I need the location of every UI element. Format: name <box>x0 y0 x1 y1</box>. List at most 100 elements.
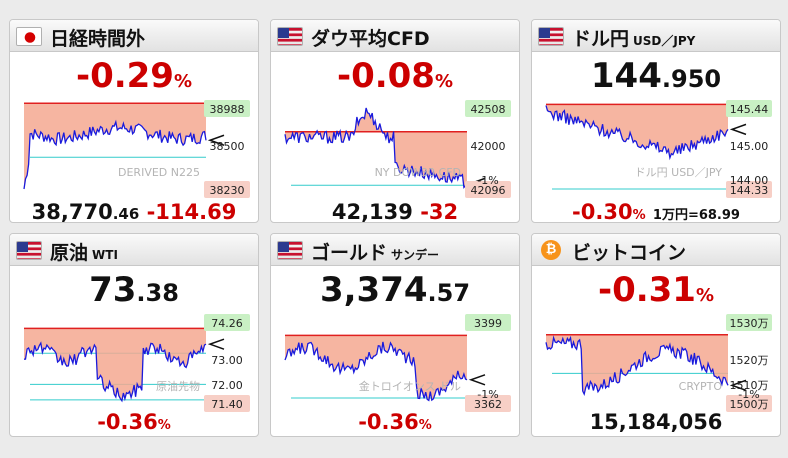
high-label: 38988 <box>204 100 250 117</box>
extra-label: 144.00 <box>730 174 769 187</box>
svg-text:144.33: 144.33 <box>730 184 769 197</box>
card-title: ダウ平均CFD <box>311 28 430 50</box>
mid2-label: 72.00 <box>211 379 243 392</box>
area-fill <box>24 103 206 189</box>
bitcoin-icon: ₿ <box>541 240 561 260</box>
price-chart[interactable]: 3399 3362-1% 金トロイオンス ドル <box>277 312 515 412</box>
chart-watermark: CRYPTO <box>679 380 723 393</box>
price-value: 73.38 <box>89 270 179 310</box>
svg-text:1520万: 1520万 <box>730 354 769 367</box>
change-percent: -0.31% <box>597 270 715 310</box>
high-label: 1530万 <box>726 314 772 331</box>
us-flag-icon <box>16 241 42 260</box>
low-label: 144.33 <box>726 181 772 198</box>
svg-text:42096: 42096 <box>471 184 506 197</box>
last-price-marker-icon <box>729 123 747 136</box>
chart-watermark: ドル円 USD／JPY <box>635 166 723 179</box>
high-label: 74.26 <box>204 314 250 331</box>
low-label: 1500万 <box>726 395 772 412</box>
price-row: 38,770.46 -114.69 <box>31 200 237 223</box>
svg-text:38988: 38988 <box>210 103 245 116</box>
extra-label: -1% <box>738 388 759 401</box>
price-chart[interactable]: 1530万 1500万 1520万 1510万-1% CRYPTO <box>538 312 776 412</box>
mid-label: 145.00 <box>730 140 769 153</box>
price-line <box>23 341 207 403</box>
card-header: ダウ平均CFD <box>271 20 519 52</box>
svg-text:42000: 42000 <box>471 140 506 153</box>
svg-text:73.00: 73.00 <box>211 354 243 367</box>
card-title: 原油 WTI <box>50 242 118 264</box>
high-label: 3399 <box>465 314 511 331</box>
price-value: 3,374.57 <box>319 270 471 310</box>
price-chart[interactable]: 145.44 144.33 145.00 144.00 ドル円 USD／JPY <box>538 98 776 198</box>
change-row: -0.30% 1万円=68.99 <box>572 200 740 223</box>
low-label: 38230 <box>204 181 250 198</box>
area-fill <box>546 104 728 158</box>
price-line <box>545 105 729 161</box>
svg-text:1500万: 1500万 <box>730 398 769 411</box>
svg-text:3362: 3362 <box>474 398 502 411</box>
low-label: 42096 <box>465 181 511 198</box>
svg-text:72.00: 72.00 <box>211 379 243 392</box>
svg-text:-1%: -1% <box>477 388 498 401</box>
svg-text:1530万: 1530万 <box>730 317 769 330</box>
last-price-marker-icon <box>729 379 747 392</box>
mid-label: 73.00 <box>211 354 243 367</box>
card-gold[interactable]: ゴールド サンデー 3,374.57 3399 3362 -1% 金トロイオンス ドル … <box>270 233 520 437</box>
svg-text:-1%: -1% <box>738 388 759 401</box>
card-title: ゴールド サンデー <box>311 242 440 264</box>
card-dow-cfd[interactable]: ダウ平均CFD -0.08% 42508 42096 42000 -1% NY DOW3… <box>270 19 520 223</box>
area-fill <box>546 334 728 395</box>
chart-watermark: NY DOW30 CFD <box>375 166 461 179</box>
chart-watermark: 金トロイオンス ドル <box>359 379 461 393</box>
svg-text:38500: 38500 <box>210 140 245 153</box>
chart-watermark: 原油先物 <box>156 379 200 393</box>
mid2-label: 1510万 <box>730 379 769 392</box>
svg-text:1510万: 1510万 <box>730 379 769 392</box>
card-usdjpy[interactable]: ドル円 USD／JPY 144.950 145.44 144.33 145.00 144… <box>531 19 781 223</box>
price-line <box>284 107 468 189</box>
card-title: 日経時間外 <box>50 28 146 50</box>
price-value: 144.950 <box>590 56 722 96</box>
price-chart[interactable]: 42508 42096 42000 -1% NY DOW30 CFD <box>277 98 515 198</box>
card-nikkei[interactable]: 日経時間外 -0.29% 38988 38230 38500 DERIVED N225… <box>9 19 259 223</box>
svg-text:71.40: 71.40 <box>211 398 243 411</box>
svg-text:145.44: 145.44 <box>730 103 769 116</box>
svg-text:38230: 38230 <box>210 184 245 197</box>
area-fill <box>24 328 206 401</box>
price-line <box>284 341 468 402</box>
card-header: ₿ ビットコイン <box>532 234 780 266</box>
price-row: 42,139 -32 <box>331 200 459 223</box>
extra-label: -1% <box>477 388 498 401</box>
price-chart[interactable]: 74.26 71.40 73.00 72.00 原油先物 <box>16 312 254 412</box>
svg-text:3399: 3399 <box>474 317 502 330</box>
us-flag-icon <box>538 27 564 46</box>
change-row: -0.36% <box>358 410 432 434</box>
us-flag-icon <box>277 241 303 260</box>
card-title: ドル円 USD／JPY <box>572 28 696 50</box>
last-price-marker-icon <box>207 134 225 146</box>
high-label: 145.44 <box>726 100 772 117</box>
area-fill <box>285 335 467 401</box>
japan-flag-icon <box>16 27 42 46</box>
svg-text:42508: 42508 <box>471 103 506 116</box>
last-price-marker-icon <box>468 374 486 386</box>
us-flag-icon <box>277 27 303 46</box>
svg-text:-1%: -1% <box>477 174 498 187</box>
mid-label: 1520万 <box>730 354 769 367</box>
card-wti-crude[interactable]: 原油 WTI 73.38 74.26 71.40 73.00 72.00 原油先物 -0.… <box>9 233 259 437</box>
price-chart[interactable]: 38988 38230 38500 DERIVED N225 <box>16 98 254 198</box>
change-percent: -0.08% <box>336 56 454 96</box>
card-bitcoin[interactable]: ₿ ビットコイン -0.31% 1530万 1500万 1520万 1510万-1% C… <box>531 233 781 437</box>
card-header: 日経時間外 <box>10 20 258 52</box>
svg-text:145.00: 145.00 <box>730 140 769 153</box>
svg-text:144.00: 144.00 <box>730 174 769 187</box>
last-price-marker-icon <box>207 338 225 350</box>
card-header: 原油 WTI <box>10 234 258 266</box>
extra-label: -1% <box>477 174 498 187</box>
change-percent: -0.29% <box>75 56 193 96</box>
svg-text:74.26: 74.26 <box>211 317 243 330</box>
low-label: 3362 <box>465 395 511 412</box>
price-line <box>23 119 207 190</box>
card-title: ビットコイン <box>572 242 687 264</box>
